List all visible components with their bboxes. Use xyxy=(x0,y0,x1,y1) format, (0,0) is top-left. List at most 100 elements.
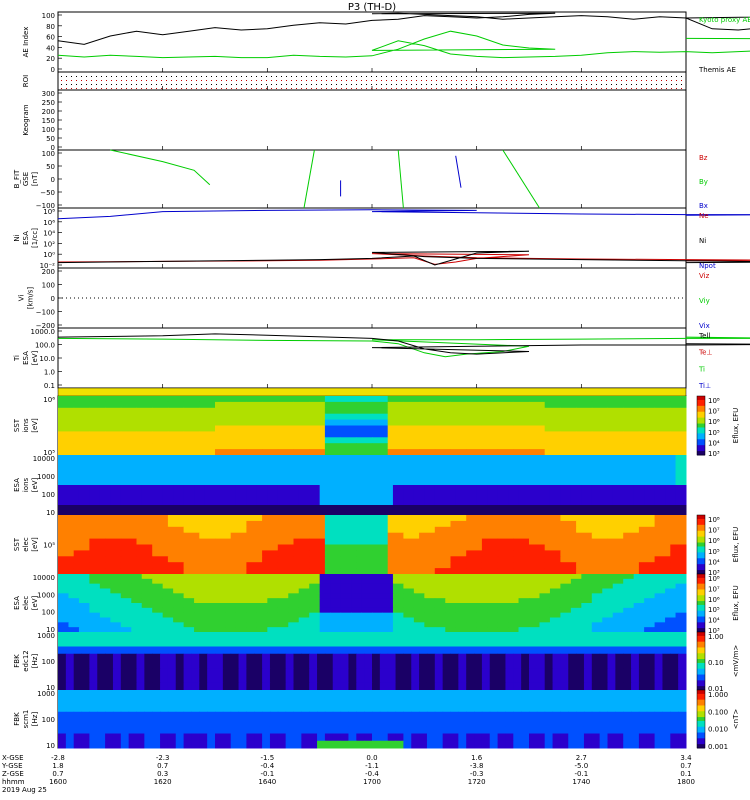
heatmap-cell xyxy=(489,661,499,669)
heatmap-cell xyxy=(646,733,656,742)
heatmap-cell xyxy=(570,495,582,501)
roi-dot xyxy=(266,84,267,85)
heatmap-cell xyxy=(324,675,334,684)
heatmap-cell xyxy=(568,682,577,691)
colorbar-cell xyxy=(697,732,705,735)
heatmap-cell xyxy=(644,460,656,466)
heatmap-cell xyxy=(591,490,603,496)
heatmap-cell xyxy=(340,617,352,623)
heatmap-cell xyxy=(654,480,666,486)
heatmap-cell xyxy=(89,550,106,557)
x-tick-label: 1700 xyxy=(363,778,381,786)
heatmap-cell xyxy=(152,653,161,662)
roi-dot xyxy=(441,88,442,89)
heatmap-cell xyxy=(81,653,90,662)
heatmap-cell xyxy=(235,495,247,501)
heatmap-cell xyxy=(298,607,310,614)
heatmap-cell xyxy=(424,500,436,506)
roi-dot xyxy=(516,84,517,85)
heatmap-cell xyxy=(351,603,363,609)
heatmap-cell xyxy=(340,475,352,481)
colorbar-tick: 10⁷ xyxy=(708,527,720,535)
roi-dot xyxy=(671,88,672,89)
heatmap-cell xyxy=(277,593,289,599)
heatmap-cell xyxy=(382,574,394,580)
heatmap-cell xyxy=(262,431,279,438)
heatmap-cell xyxy=(372,726,381,734)
heatmap-cell xyxy=(615,690,624,698)
heatmap-cell xyxy=(183,532,200,540)
heatmap-cell xyxy=(199,520,216,528)
heatmap-cell xyxy=(254,639,263,647)
heatmap-cell xyxy=(246,578,258,585)
heatmap-cell xyxy=(319,490,331,496)
roi-dot xyxy=(491,80,492,81)
heatmap-cell xyxy=(552,704,561,713)
roi-dot xyxy=(606,88,607,89)
heatmap-cell xyxy=(675,480,687,486)
heatmap-cell xyxy=(424,593,436,599)
heatmap-cell xyxy=(403,607,415,614)
heatmap-cell xyxy=(319,485,331,491)
heatmap-cell xyxy=(160,668,169,676)
heatmap-cell xyxy=(254,740,263,749)
heatmap-cell xyxy=(678,661,687,669)
roi-dot xyxy=(566,84,567,85)
heatmap-cell xyxy=(670,646,679,655)
heatmap-cell xyxy=(670,733,679,742)
heatmap-cell xyxy=(97,719,106,727)
heatmap-cell xyxy=(136,425,153,432)
heatmap-cell xyxy=(89,612,101,618)
heatmap-cell xyxy=(262,704,271,713)
roi-dot xyxy=(171,88,172,89)
heatmap-cell xyxy=(277,460,289,466)
heatmap-cell xyxy=(73,661,83,669)
heatmap-cell xyxy=(162,485,174,491)
y-tick-label: 100 xyxy=(42,491,55,499)
heatmap-cell xyxy=(424,622,436,628)
heatmap-cell xyxy=(340,740,349,749)
heatmap-cell xyxy=(372,520,389,528)
heatmap-cell xyxy=(607,682,616,691)
heatmap-cell xyxy=(68,495,80,501)
legend-bx: Bx xyxy=(699,202,708,210)
heatmap-cell xyxy=(372,401,389,409)
heatmap-cell xyxy=(497,520,514,528)
heatmap-cell xyxy=(105,431,122,438)
heatmap-cell xyxy=(570,465,582,471)
heatmap-cell xyxy=(529,544,546,551)
heatmap-cell xyxy=(623,490,635,496)
heatmap-cell xyxy=(544,639,554,647)
heatmap-cell xyxy=(97,697,106,705)
heatmap-cell xyxy=(591,583,603,589)
heatmap-cell xyxy=(319,574,331,580)
heatmap-cell xyxy=(665,627,677,633)
roi-dot xyxy=(501,84,502,85)
heatmap-cell xyxy=(340,485,352,491)
heatmap-cell xyxy=(654,661,663,669)
heatmap-cell xyxy=(513,646,522,655)
heatmap-cell xyxy=(466,682,475,691)
heatmap-cell xyxy=(434,475,446,481)
heatmap-cell xyxy=(518,593,530,599)
roi-dot xyxy=(491,76,492,77)
heatmap-cell xyxy=(426,704,436,713)
heatmap-cell xyxy=(466,574,478,580)
heatmap-cell xyxy=(246,603,258,609)
heatmap-cell xyxy=(128,668,137,676)
heatmap-cell xyxy=(246,510,258,516)
heatmap-cell xyxy=(623,520,640,528)
heatmap-cell xyxy=(529,407,546,415)
heatmap-cell xyxy=(529,413,546,421)
roi-dot xyxy=(576,76,577,77)
heatmap-cell xyxy=(607,431,624,438)
heatmap-cell xyxy=(319,510,331,516)
roi-dot xyxy=(211,80,212,81)
heatmap-cell xyxy=(99,612,111,618)
heatmap-cell xyxy=(481,431,499,438)
colorbar-tick: 10³ xyxy=(708,450,720,458)
heatmap-cell xyxy=(599,733,608,742)
heatmap-cell xyxy=(442,675,451,684)
heatmap-cell xyxy=(215,588,226,594)
roi-dot xyxy=(681,84,682,85)
